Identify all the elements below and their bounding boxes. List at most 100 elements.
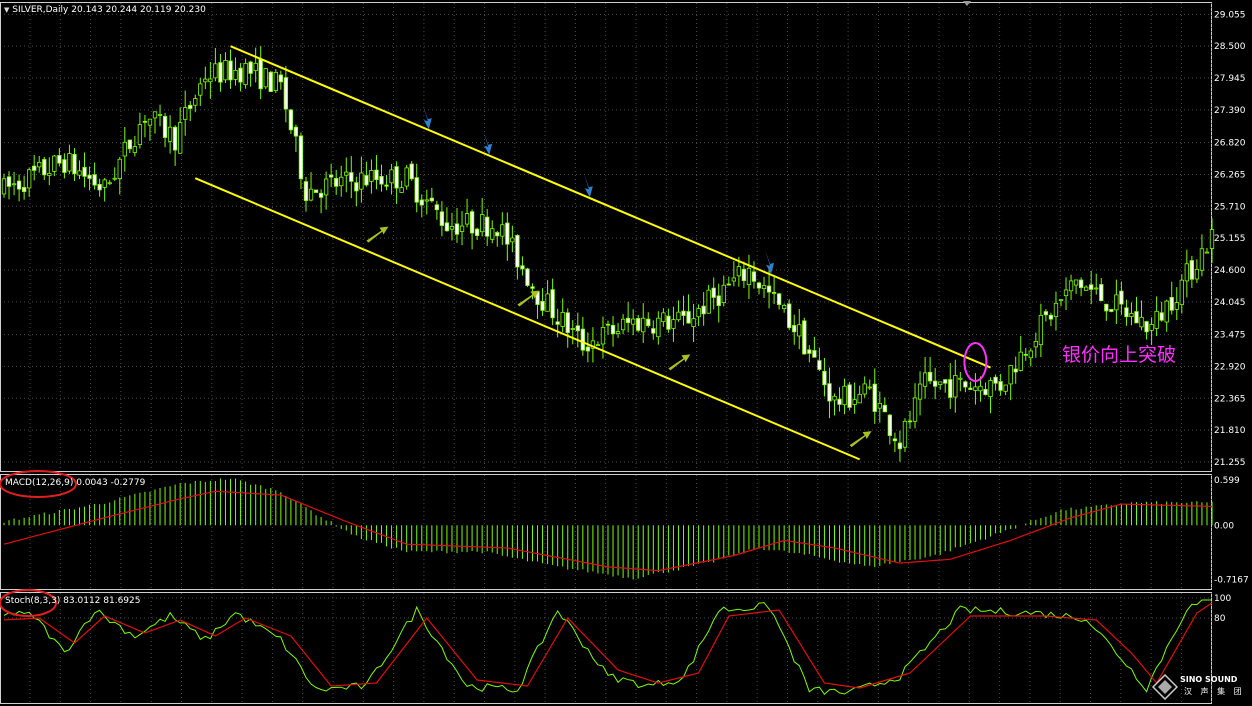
candle-body (817, 360, 822, 370)
candle-body (1209, 229, 1215, 249)
candle-body (706, 289, 711, 314)
candle-body (152, 111, 158, 119)
candle-body (1033, 341, 1038, 348)
candle-body (1179, 279, 1184, 306)
candle-body (480, 214, 485, 233)
candle-body (625, 317, 631, 324)
candle-body (349, 172, 354, 182)
candle-body (631, 318, 636, 325)
channel-upper-line (230, 45, 991, 369)
macd-signal-line (3, 490, 1213, 572)
macd-tick-label: -0.7167 (1214, 575, 1249, 585)
candle-body (802, 320, 807, 355)
candle-body (776, 293, 782, 305)
candle-body (137, 124, 143, 145)
candle-body (1119, 290, 1124, 305)
candle-body (610, 324, 616, 335)
candle-body (278, 74, 283, 83)
candle-body (283, 77, 289, 110)
candle-body (334, 178, 339, 187)
candle-body (1174, 302, 1179, 310)
candle-body (1104, 303, 1109, 312)
candle-body (877, 402, 882, 409)
candle-body (973, 386, 978, 391)
candle-body (208, 78, 213, 83)
candle-body (500, 224, 505, 237)
candle-body (852, 399, 857, 405)
candle-body (570, 328, 575, 330)
candle-body (595, 344, 601, 347)
candle-body (1124, 307, 1129, 318)
stoch-signal-line (3, 602, 1213, 689)
candle-body (676, 311, 681, 321)
candle-body (1159, 312, 1164, 321)
candle-body (1139, 316, 1144, 328)
candle-body (293, 126, 299, 137)
candle-body (57, 155, 62, 164)
candle-body (308, 188, 314, 201)
candle-body (983, 388, 988, 396)
candle-body (666, 315, 671, 330)
buy-arrow-icon (366, 226, 389, 243)
sino-sound-logo: SINO SOUND 汉 声 集 团 (1152, 672, 1252, 704)
candle-body (938, 381, 943, 386)
candle-body (1038, 314, 1044, 346)
candle-body (323, 178, 329, 196)
candle-body (605, 323, 611, 326)
sell-arrow-icon (422, 105, 432, 130)
candle-body (162, 116, 168, 138)
logo-name: SINO SOUND (1180, 675, 1238, 684)
candle-body (822, 370, 827, 386)
macd-header: MACD(12,26,9) 0.0043 -0.2779 (5, 478, 146, 488)
candle-body (520, 265, 525, 270)
candle-body (268, 71, 273, 92)
panel-frame-main (0, 2, 1212, 472)
candle-body (409, 163, 414, 180)
candle-body (837, 398, 842, 405)
candle-body (716, 295, 721, 306)
candle-body (6, 176, 12, 187)
candle-body (167, 126, 173, 142)
candle-body (1109, 309, 1114, 312)
candle-body (696, 308, 701, 318)
candle-body (1013, 368, 1018, 373)
price-tick-label: 25.155 (1214, 234, 1246, 244)
candle-body (142, 120, 148, 123)
candle-body (77, 170, 82, 176)
candle-body (198, 83, 203, 96)
candle-body (797, 324, 802, 337)
candle-body (656, 317, 661, 338)
candle-body (756, 282, 762, 289)
sell-arrow-icon (765, 249, 775, 274)
candle-body (746, 267, 752, 285)
price-tick-label: 29.055 (1214, 10, 1246, 20)
breakout-highlight-ellipse (963, 342, 988, 382)
candle-body (1144, 321, 1149, 333)
candle-body (369, 170, 374, 182)
candle-body (842, 385, 847, 406)
candle-body (686, 311, 691, 324)
sell-arrow-icon (583, 173, 593, 198)
candle-body (953, 375, 958, 398)
candle-body (726, 283, 731, 286)
candle-body (183, 107, 188, 120)
candle-body (157, 114, 163, 116)
candle-body (917, 383, 923, 400)
candle-body (988, 380, 993, 397)
candle-body (1028, 350, 1033, 359)
candle-body (1084, 286, 1089, 291)
stoch-header: Stoch(8,3,3) 83.0112 81.6925 (5, 596, 141, 606)
candle-body (736, 266, 742, 277)
candle-body (188, 104, 193, 109)
candle-body (248, 61, 253, 74)
candle-body (1129, 313, 1134, 317)
candle-body (359, 172, 364, 190)
macd-tick-label: 0.599 (1214, 476, 1240, 486)
candle-body (600, 326, 606, 345)
candle-body (16, 180, 22, 190)
sell-arrow-icon (483, 130, 493, 155)
candle-body (560, 312, 565, 327)
candle-body (147, 118, 153, 126)
panel-frame-stoch (0, 592, 1212, 704)
